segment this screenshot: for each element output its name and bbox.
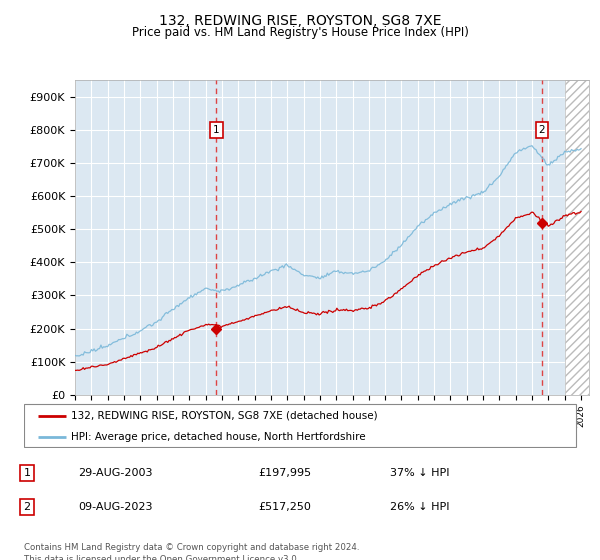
Text: 1: 1 bbox=[213, 125, 220, 135]
FancyBboxPatch shape bbox=[24, 404, 577, 447]
Text: 132, REDWING RISE, ROYSTON, SG8 7XE (detached house): 132, REDWING RISE, ROYSTON, SG8 7XE (det… bbox=[71, 410, 378, 421]
Text: £517,250: £517,250 bbox=[258, 502, 311, 512]
Text: 2: 2 bbox=[23, 502, 31, 512]
Text: 2: 2 bbox=[539, 125, 545, 135]
Text: Contains HM Land Registry data © Crown copyright and database right 2024.
This d: Contains HM Land Registry data © Crown c… bbox=[24, 543, 359, 560]
Text: £197,995: £197,995 bbox=[258, 468, 311, 478]
Text: 132, REDWING RISE, ROYSTON, SG8 7XE: 132, REDWING RISE, ROYSTON, SG8 7XE bbox=[159, 14, 441, 28]
Text: Price paid vs. HM Land Registry's House Price Index (HPI): Price paid vs. HM Land Registry's House … bbox=[131, 26, 469, 39]
Text: HPI: Average price, detached house, North Hertfordshire: HPI: Average price, detached house, Nort… bbox=[71, 432, 366, 442]
Text: 26% ↓ HPI: 26% ↓ HPI bbox=[390, 502, 449, 512]
Text: 37% ↓ HPI: 37% ↓ HPI bbox=[390, 468, 449, 478]
Text: 09-AUG-2023: 09-AUG-2023 bbox=[78, 502, 152, 512]
Text: 1: 1 bbox=[23, 468, 31, 478]
Text: 29-AUG-2003: 29-AUG-2003 bbox=[78, 468, 152, 478]
Bar bbox=[565, 80, 598, 395]
